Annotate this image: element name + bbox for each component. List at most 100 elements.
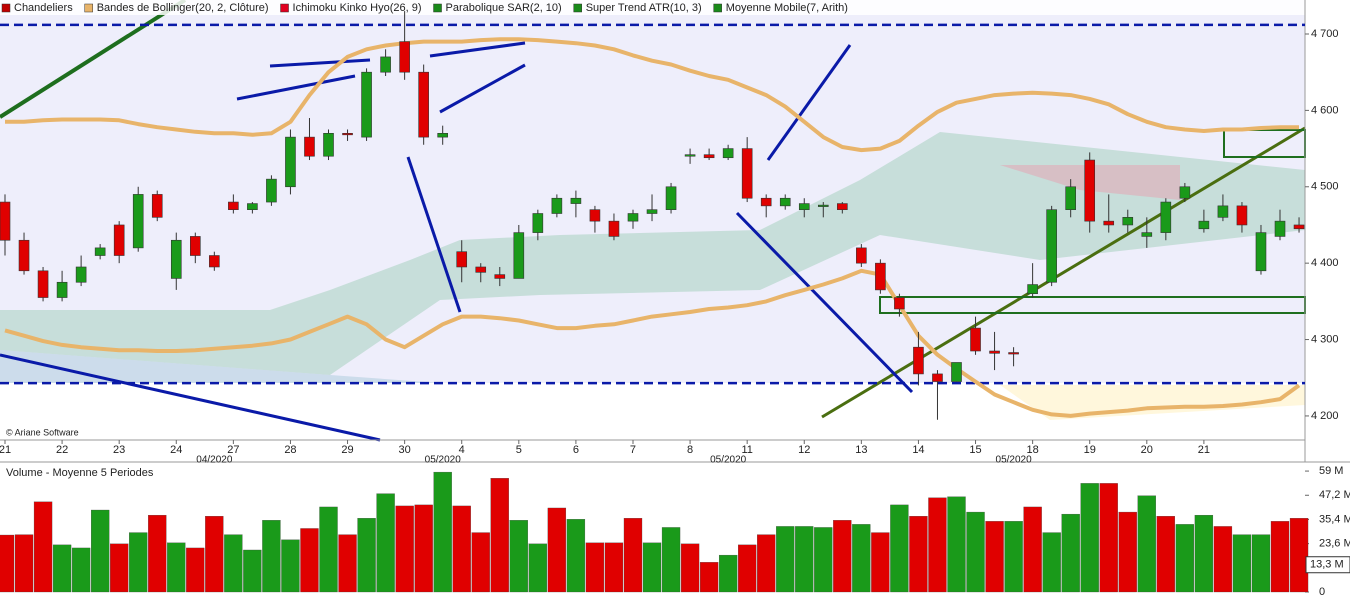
candle-body	[380, 56, 391, 73]
trend-line	[0, 0, 187, 119]
candle-body	[1217, 205, 1229, 218]
volume-bar	[966, 511, 985, 593]
candle-body	[1027, 284, 1038, 295]
volume-bar	[680, 543, 700, 593]
candle-body	[856, 247, 867, 264]
volume-bar	[623, 518, 643, 593]
volume-bar	[757, 534, 776, 593]
volume-bar	[167, 542, 186, 593]
volume-bar	[661, 527, 681, 593]
candle-body	[437, 132, 448, 138]
bollinger-upper	[5, 37, 1299, 153]
volume-bar	[1270, 521, 1290, 593]
trend-line	[0, 353, 381, 442]
volume-bar	[452, 505, 471, 593]
volume-bar	[718, 554, 738, 593]
volume-bar	[338, 534, 357, 593]
x-tick-label: 28	[284, 444, 296, 456]
x-month-label: 05/2020	[710, 455, 747, 466]
bollinger-lower	[4, 268, 1301, 418]
candle-body	[1065, 186, 1076, 210]
candle-body	[342, 132, 353, 136]
volume-bar	[566, 519, 586, 593]
candle-body	[494, 274, 506, 279]
candle-body	[932, 373, 943, 382]
volume-bar	[928, 497, 947, 593]
volume-bar	[0, 534, 15, 593]
volume-bar	[776, 526, 795, 593]
volume-bar	[1289, 518, 1309, 593]
candle-body	[817, 204, 829, 207]
volume-bar	[890, 504, 909, 593]
candle-body	[989, 350, 1000, 354]
candle-body	[456, 251, 468, 268]
volume-bar	[281, 539, 300, 593]
candle-body	[1008, 352, 1019, 355]
candle-body	[798, 203, 810, 210]
x-tick-label: 24	[170, 444, 182, 456]
y-tick-label: 4 200	[1311, 410, 1339, 422]
volume-bar	[1061, 513, 1080, 593]
x-tick-label: 30	[399, 444, 411, 456]
x-tick-label: 5	[516, 444, 522, 456]
volume-bar	[414, 504, 433, 593]
volume-bar	[699, 562, 719, 593]
candle-body	[684, 154, 696, 157]
candle-body	[1274, 220, 1286, 237]
legend-swatch	[1, 3, 11, 13]
candle-body	[951, 362, 962, 382]
candle-body	[570, 197, 582, 204]
candle-body	[475, 266, 487, 273]
candle-body	[1046, 209, 1057, 283]
legend-label: Bandes de Bollinger(20, 2, Clôture)	[97, 2, 269, 14]
x-tick-label: 27	[227, 444, 239, 456]
ichimoku-cloud	[0, 132, 1305, 375]
volume-bar	[909, 516, 928, 593]
x-tick-label: 21	[1198, 444, 1210, 456]
candle-body	[1179, 186, 1191, 199]
y-tick-label: 4 600	[1311, 104, 1339, 116]
x-tick-label: 14	[912, 444, 924, 456]
volume-bar	[1232, 534, 1252, 593]
volume-bar	[224, 534, 243, 593]
y-tick-label: 23,6 M	[1319, 538, 1350, 550]
volume-bar	[129, 532, 148, 593]
x-tick-label: 19	[1084, 444, 1096, 456]
y-tick-label: 35,4 M	[1319, 513, 1350, 525]
volume-bar	[1175, 524, 1195, 593]
volume-bar	[509, 520, 528, 593]
x-tick-label: 15	[969, 444, 981, 456]
x-tick-label: 12	[798, 444, 810, 456]
legend-swatch	[84, 3, 93, 13]
candle-body	[627, 213, 639, 222]
volume-bar	[376, 493, 395, 593]
volume-bar	[14, 534, 34, 593]
x-tick-label: 4	[459, 444, 465, 456]
candle-body	[894, 297, 905, 310]
volume-bar	[1213, 526, 1233, 593]
candle-body	[361, 71, 372, 138]
cloud-shade	[0, 350, 440, 383]
volume-bar	[205, 516, 224, 593]
volume-bar	[52, 544, 72, 593]
x-month-label: 05/2020	[425, 455, 462, 466]
arrows	[236, 41, 914, 394]
candle-body	[304, 136, 315, 157]
volume-bar	[1080, 483, 1099, 593]
volume-bar	[148, 514, 167, 593]
candle-body	[399, 41, 410, 73]
candle-body	[247, 203, 258, 210]
volume-bar	[738, 544, 757, 593]
x-month-label: 04/2020	[196, 455, 233, 466]
volume-bar	[1118, 511, 1137, 593]
last-value-label: 13,3 M	[1310, 559, 1344, 571]
volume-bar	[947, 496, 966, 593]
candle-body	[1084, 159, 1096, 222]
candle-body	[779, 197, 791, 207]
candle-body	[209, 255, 220, 268]
candle-body	[1198, 220, 1210, 230]
volume-title: Volume - Moyenne 5 Periodes	[6, 467, 154, 479]
volume-bar	[814, 527, 833, 593]
candle-body	[75, 266, 87, 283]
